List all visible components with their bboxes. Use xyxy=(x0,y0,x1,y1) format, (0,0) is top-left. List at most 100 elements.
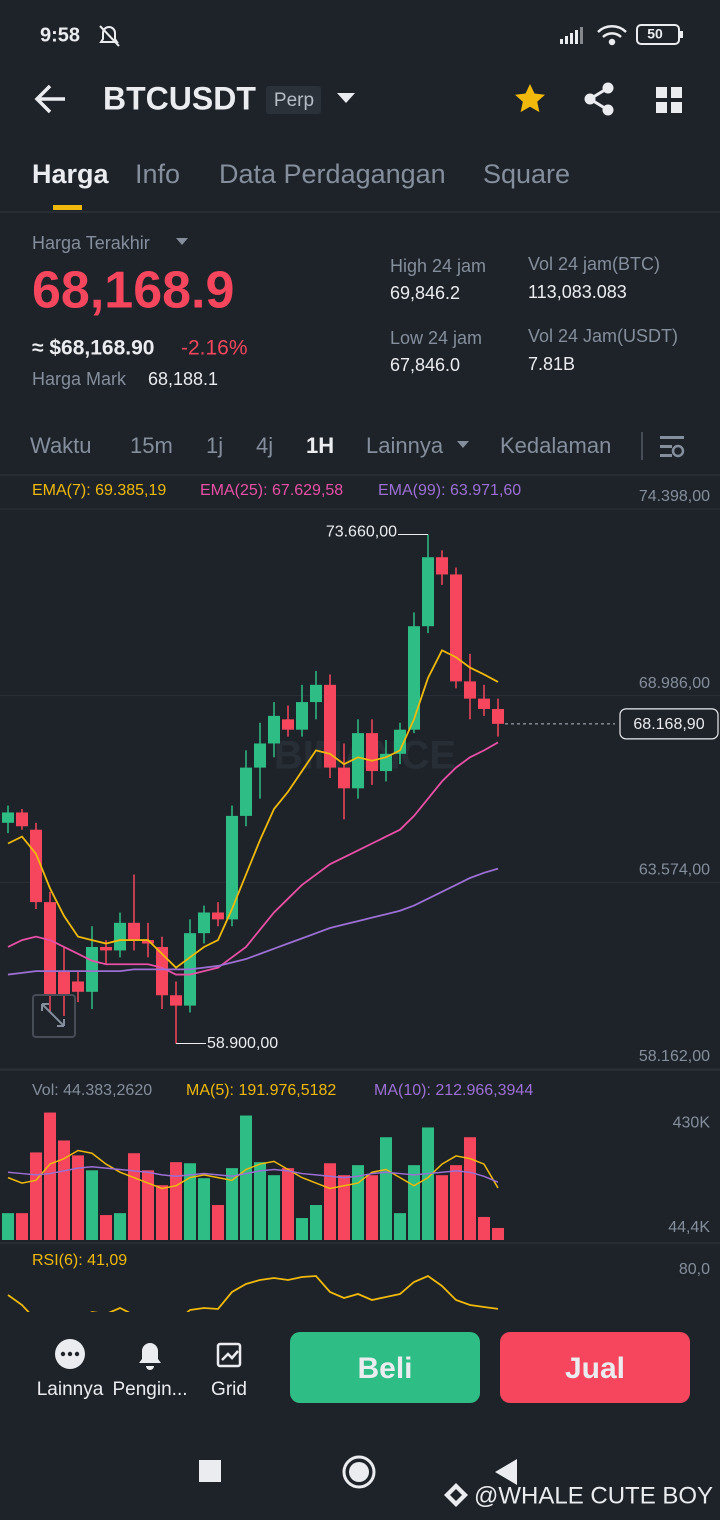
buy-label[interactable]: Beli xyxy=(357,1352,412,1385)
interval[interactable]: Kedalaman xyxy=(500,433,611,458)
price-type-dropdown[interactable] xyxy=(176,238,188,245)
symbol[interactable]: BTCUSDT xyxy=(103,80,256,116)
mark-price: 68,188.1 xyxy=(148,369,218,389)
candle-body xyxy=(142,940,154,944)
candle-body xyxy=(128,922,140,941)
stat-value: 7.81B xyxy=(528,354,575,374)
candle-body xyxy=(436,557,448,575)
volume-bar xyxy=(142,1170,154,1240)
interval[interactable]: 1j xyxy=(206,433,223,458)
contract-badge: Perp xyxy=(274,90,314,111)
candle-body xyxy=(450,574,462,682)
volume-bar xyxy=(156,1185,168,1240)
fullscreen-button[interactable] xyxy=(32,994,76,1038)
sell-label[interactable]: Jual xyxy=(565,1352,625,1385)
legend-entry: EMA(99): 63.971,60 xyxy=(378,482,521,499)
y-tick-label: 58.162,00 xyxy=(639,1048,710,1065)
volume-bar xyxy=(492,1227,504,1240)
favorite-button[interactable] xyxy=(515,84,545,113)
action-label[interactable]: Lainnya xyxy=(37,1379,104,1400)
candle-body xyxy=(212,912,224,920)
interval[interactable]: Waktu xyxy=(30,433,92,458)
stat-label: Low 24 jam xyxy=(390,328,482,348)
candle-body xyxy=(464,681,476,699)
volume-bar xyxy=(100,1215,112,1240)
tab[interactable]: Info xyxy=(135,159,180,189)
volume-bar xyxy=(16,1213,28,1240)
volume-legend: Vol: 44.383,2620 xyxy=(32,1082,152,1099)
wifi-icon xyxy=(597,25,627,46)
max-label: 73.660,00 xyxy=(326,524,397,541)
chart-settings-button[interactable] xyxy=(660,436,685,458)
grid-button[interactable] xyxy=(216,1342,242,1368)
volume-bar xyxy=(226,1168,238,1240)
alert-button[interactable] xyxy=(139,1343,161,1370)
volume-bar xyxy=(478,1216,490,1240)
tab-indicator xyxy=(53,205,82,210)
candle-body xyxy=(226,815,238,920)
symbol-dropdown[interactable] xyxy=(337,93,355,103)
legend-entry: MA(10): 212.966,3944 xyxy=(374,1082,533,1099)
candle-body xyxy=(296,702,308,730)
candle-body xyxy=(408,626,420,730)
volume-bar xyxy=(86,1170,98,1240)
stat-value: 69,846.2 xyxy=(390,283,460,303)
volume-bar xyxy=(128,1153,140,1240)
stat-value: 113,083.083 xyxy=(528,282,627,302)
mark-label: Harga Mark xyxy=(32,369,127,389)
legend-entry: EMA(25): 67.629,58 xyxy=(200,482,343,499)
interval[interactable]: 4j xyxy=(256,433,273,458)
back-button[interactable] xyxy=(34,84,65,114)
tab[interactable]: Harga xyxy=(32,159,110,189)
volume-bar xyxy=(212,1205,224,1240)
interval-active[interactable]: 1H xyxy=(306,433,334,458)
buy-button[interactable] xyxy=(290,1332,480,1403)
y-tick-label: 44,4K xyxy=(668,1219,710,1236)
interval[interactable]: 15m xyxy=(130,433,173,458)
candle-body xyxy=(324,684,336,768)
candle-body xyxy=(58,971,70,996)
rsi-legend: RSI(6): 41,09 xyxy=(32,1252,127,1269)
volume-bar xyxy=(30,1152,42,1240)
tab[interactable]: Square xyxy=(483,159,570,189)
nav-back[interactable] xyxy=(495,1459,517,1485)
volume-bar xyxy=(464,1137,476,1240)
plot-area xyxy=(2,534,504,1044)
volume-bar xyxy=(366,1175,378,1240)
layout-button[interactable] xyxy=(656,87,682,113)
status-time: 9:58 xyxy=(40,24,80,46)
stat-label: High 24 jam xyxy=(390,256,486,276)
candle-body xyxy=(366,733,378,772)
volume-bar xyxy=(184,1163,196,1240)
interval[interactable]: Lainnya xyxy=(366,433,444,458)
candle-body xyxy=(114,922,126,951)
last-price: 68,168.9 xyxy=(32,262,234,320)
ema-line xyxy=(7,867,499,976)
volume-bar xyxy=(450,1165,462,1240)
tab[interactable]: Data Perdagangan xyxy=(219,159,446,189)
volume-bar xyxy=(324,1163,336,1240)
ema-line xyxy=(7,649,499,969)
candle-body xyxy=(492,708,504,724)
stat-label: Vol 24 Jam(USDT) xyxy=(528,326,678,346)
rsi-plot xyxy=(7,1274,499,1312)
action-label[interactable]: Grid xyxy=(211,1379,247,1400)
candle-body xyxy=(240,767,252,816)
watermark: @WHALE CUTE BOY xyxy=(474,1482,713,1509)
volume-bar xyxy=(170,1162,182,1240)
y-tick-label: 74.398,00 xyxy=(639,488,710,505)
volume-bar xyxy=(394,1213,406,1240)
last-price-label: 68.168,90 xyxy=(633,716,704,733)
volume-bar xyxy=(310,1205,322,1240)
candle-body xyxy=(352,733,364,789)
more-dropdown[interactable] xyxy=(457,441,469,448)
action-label[interactable]: Pengin... xyxy=(113,1379,188,1400)
share-button[interactable] xyxy=(584,82,614,116)
y-tick-label: 68.986,00 xyxy=(639,675,710,692)
sell-button[interactable] xyxy=(500,1332,690,1403)
more-button[interactable] xyxy=(55,1339,85,1369)
candle-body xyxy=(156,946,168,996)
nav-home[interactable] xyxy=(342,1455,376,1489)
nav-recents[interactable] xyxy=(199,1460,221,1482)
